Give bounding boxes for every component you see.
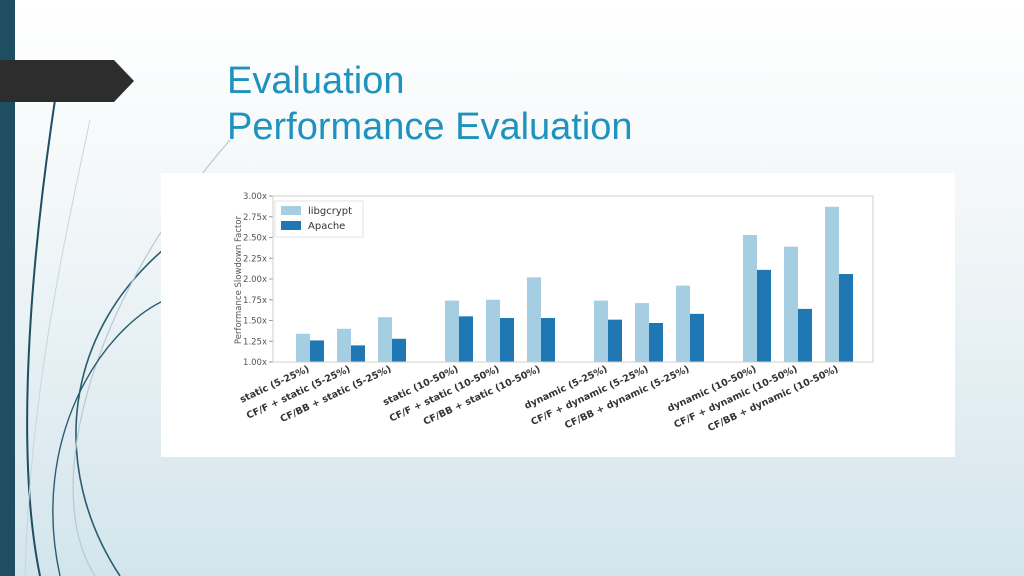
bar-apache bbox=[310, 340, 324, 362]
bar-chart: Performance Slowdown Factor 1.00x1.25x1.… bbox=[234, 192, 874, 434]
legend-swatch-libgcrypt bbox=[281, 206, 301, 215]
bar-apache bbox=[541, 318, 555, 362]
plot-frame bbox=[272, 195, 874, 363]
x-tick-labels: static (5-25%)CF/F + static (5-25%)CF/BB… bbox=[238, 364, 840, 434]
y-tick-label: 1.00x bbox=[243, 358, 267, 368]
y-tick-label: 1.25x bbox=[243, 337, 267, 347]
bar-apache bbox=[608, 319, 622, 362]
bar-libgcrypt bbox=[378, 317, 392, 362]
y-tick-group: 1.00x 1.25x 1.50x 1.75x 2.00x 2.25x 2.50x 2.75x… bbox=[243, 192, 273, 368]
y-axis-label: Performance Slowdown Factor bbox=[234, 215, 244, 344]
bar-libgcrypt bbox=[784, 246, 798, 362]
bar-apache bbox=[459, 316, 473, 362]
legend-swatch-apache bbox=[281, 221, 301, 230]
bar-libgcrypt bbox=[296, 333, 310, 362]
title-line-2: Performance Evaluation bbox=[227, 106, 633, 148]
y-tick-label: 1.50x bbox=[243, 317, 267, 327]
y-tick-label: 2.75x bbox=[243, 213, 267, 223]
legend-label-libgcrypt: libgcrypt bbox=[308, 206, 352, 217]
bars-group bbox=[296, 206, 853, 362]
bar-apache bbox=[500, 318, 514, 362]
title-tab-arrow bbox=[0, 60, 134, 102]
bar-apache bbox=[649, 322, 663, 362]
bar-libgcrypt bbox=[445, 300, 459, 362]
y-tick-label: 1.75x bbox=[243, 296, 267, 306]
y-tick-label: 2.50x bbox=[243, 234, 267, 244]
bar-libgcrypt bbox=[527, 277, 541, 362]
left-accent-bar bbox=[0, 0, 15, 576]
legend: libgcrypt Apache bbox=[274, 200, 364, 238]
bar-libgcrypt bbox=[337, 328, 351, 362]
page-title: Evaluation Performance Evaluation bbox=[227, 58, 633, 150]
bar-apache bbox=[392, 338, 406, 362]
bar-apache bbox=[690, 313, 704, 362]
bar-apache bbox=[351, 345, 365, 362]
chart-panel: Performance Slowdown Factor 1.00x 1.25x 1.… bbox=[161, 173, 955, 457]
y-tick-label: 2.00x bbox=[243, 275, 267, 285]
y-tick-label: 3.00x bbox=[243, 192, 267, 202]
bar-libgcrypt bbox=[825, 206, 839, 362]
bar-apache bbox=[798, 308, 812, 362]
legend-label-apache: Apache bbox=[308, 221, 345, 232]
bar-libgcrypt bbox=[743, 235, 757, 362]
bar-libgcrypt bbox=[635, 303, 649, 362]
title-line-1: Evaluation bbox=[227, 60, 405, 102]
bar-apache bbox=[839, 274, 853, 362]
bar-libgcrypt bbox=[594, 300, 608, 362]
bar-libgcrypt bbox=[486, 299, 500, 362]
bar-libgcrypt bbox=[676, 285, 690, 362]
y-tick-label: 2.25x bbox=[243, 254, 267, 264]
bar-apache bbox=[757, 269, 771, 362]
